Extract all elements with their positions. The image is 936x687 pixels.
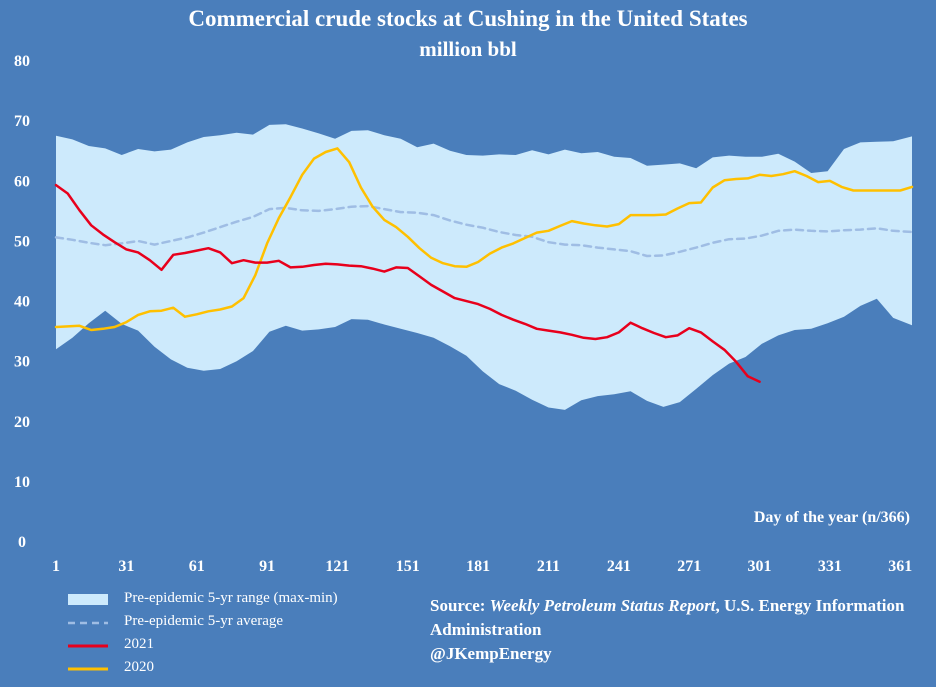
legend-swatch-2020: [68, 657, 108, 680]
x-tick-label: 91: [259, 558, 275, 575]
source-publication: Weekly Petroleum Status Report: [489, 596, 716, 615]
y-tick-label: 60: [14, 173, 30, 190]
series-2020-line: [54, 147, 914, 332]
series-average-line: [54, 204, 914, 258]
x-tick-label: 361: [888, 558, 912, 575]
legend-swatch-range-fill: [68, 594, 108, 605]
x-tick-label: 331: [818, 558, 842, 575]
y-tick-label: 70: [14, 113, 30, 130]
series-2021-line: [54, 183, 761, 383]
legend-swatch-2021: [68, 634, 108, 657]
y-tick-label: 40: [14, 294, 30, 311]
legend-label-2020: 2020: [124, 659, 154, 675]
y-tick-label: 10: [14, 474, 30, 491]
x-axis-label: Day of the year (n/366): [754, 509, 910, 526]
y-tick-label: 50: [14, 233, 30, 250]
x-tick-label: 31: [118, 558, 134, 575]
y-tick-label: 0: [18, 534, 26, 551]
source-rest: , U.S. Energy Information Administration: [430, 596, 905, 639]
x-tick-label: 211: [537, 558, 560, 575]
x-tick-label: 151: [396, 558, 420, 575]
legend-label-range: Pre-epidemic 5-yr range (max-min): [124, 590, 338, 606]
x-tick-label: 61: [189, 558, 205, 575]
legend-swatch-average: [68, 611, 108, 634]
y-tick-label: 80: [14, 53, 30, 70]
x-tick-label: 241: [607, 558, 631, 575]
source-prefix: Source:: [430, 596, 490, 615]
source-note: Source: Weekly Petroleum Status Report, …: [430, 594, 930, 666]
series-range-band: [56, 124, 912, 410]
source-handle: @JKempEnergy: [430, 644, 552, 663]
y-tick-label: 30: [14, 354, 30, 371]
chart-subtitle: million bbl: [419, 37, 517, 61]
x-tick-label: 1: [52, 558, 60, 575]
x-tick-label: 181: [466, 558, 490, 575]
legend-label-average: Pre-epidemic 5-yr average: [124, 613, 284, 629]
x-tick-label: 121: [325, 558, 349, 575]
legend-swatch-range: [68, 588, 108, 611]
x-tick-label: 301: [748, 558, 772, 575]
x-tick-label: 271: [677, 558, 701, 575]
y-tick-label: 20: [14, 414, 30, 431]
chart-title: Commercial crude stocks at Cushing in th…: [188, 6, 748, 31]
legend-label-2021: 2021: [124, 636, 154, 652]
